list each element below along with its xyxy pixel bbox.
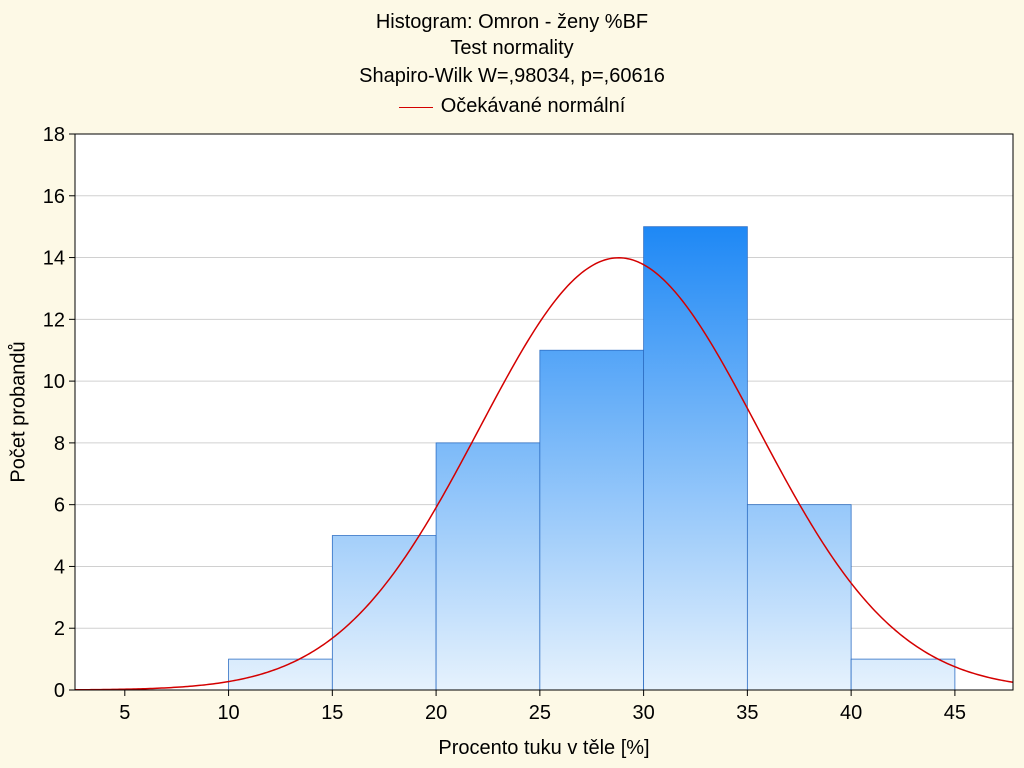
- x-axis-label: Procento tuku v těle [%]: [438, 737, 650, 759]
- y-tick-label: 2: [54, 618, 65, 640]
- x-tick-label: 15: [321, 702, 343, 724]
- y-tick-label: 8: [54, 433, 65, 455]
- histogram-bar: [435, 442, 541, 691]
- chart-test-result: Shapiro-Wilk W=,98034, p=,60616: [359, 65, 665, 87]
- y-tick-label: 14: [43, 248, 65, 270]
- histogram-bar: [850, 658, 956, 691]
- histogram-bar: [746, 504, 852, 691]
- y-tick-label: 12: [43, 309, 65, 331]
- legend-label: Očekávané normální: [440, 95, 626, 117]
- y-tick-label: 18: [43, 124, 65, 146]
- chart-subtitle: Test normality: [450, 37, 574, 59]
- x-tick-label: 25: [529, 702, 551, 724]
- x-tick-label: 10: [217, 702, 239, 724]
- x-tick-label: 5: [119, 702, 130, 724]
- normal-curve: [74, 257, 1014, 691]
- chart-title: Histogram: Omron - ženy %BF: [375, 11, 649, 33]
- x-tick-label: 20: [425, 702, 447, 724]
- histogram-bar: [331, 535, 437, 691]
- y-tick-label: 6: [54, 495, 65, 517]
- x-tick-label: 30: [632, 702, 654, 724]
- x-tick-label: 35: [736, 702, 758, 724]
- y-axis-label: Počet probandů: [7, 341, 30, 483]
- x-tick-label: 40: [840, 702, 862, 724]
- y-tick-label: 16: [43, 186, 65, 208]
- y-tick-label: 0: [54, 680, 65, 702]
- plot-frame: [74, 133, 1014, 691]
- legend-line-swatch: [398, 107, 433, 108]
- legend: Očekávané normální: [0, 95, 1024, 118]
- x-tick-label: 45: [944, 702, 966, 724]
- y-tick-label: 4: [54, 556, 65, 578]
- histogram-bar: [539, 349, 645, 691]
- histogram-bar: [643, 226, 748, 691]
- histogram-bar: [228, 658, 333, 691]
- y-tick-label: 10: [43, 371, 65, 393]
